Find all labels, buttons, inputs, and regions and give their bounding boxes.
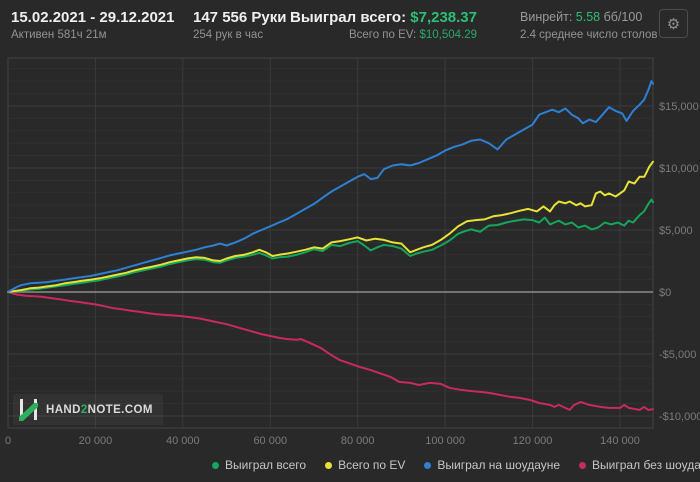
legend-item-выиграл-всего[interactable]: Выиграл всего — [212, 458, 306, 472]
winnings-chart[interactable]: $15,000 $10,000 $5,000 $0 -$5,000 -$10,000 0 20… — [0, 52, 700, 450]
x-axis-label: 40 000 — [166, 435, 200, 447]
y-axis-label: $10,000 — [659, 163, 699, 175]
legend-dot-icon — [424, 461, 432, 469]
avg-tables: 2.4 среднее число столов — [520, 29, 658, 41]
y-axis-label: -$10,000 — [659, 411, 700, 423]
winrate-value: 5.58 — [575, 10, 601, 24]
series-line-всего-по-ev — [7, 160, 654, 293]
x-axis-label: 100 000 — [425, 435, 465, 447]
won-total-label: Выиграл всего: — [290, 9, 407, 26]
hands-total: 147 556 Руки — [193, 9, 287, 26]
legend-item-выиграл-без-шоудауна[interactable]: Выиграл без шоудауна — [579, 458, 700, 472]
winrate-block: Винрейт: 5.58 бб/100 2.4 среднее число с… — [520, 8, 658, 43]
chart-legend: Выиграл всего Всего по EV Выиграл на шоуда… — [212, 456, 700, 474]
legend-dot-icon — [579, 461, 587, 469]
legend-label: Всего по EV — [338, 458, 406, 472]
legend-label: Выиграл без шоудауна — [592, 458, 700, 472]
x-axis-label: 80 000 — [341, 435, 375, 447]
active-time: Активен 581ч 21м — [11, 29, 107, 41]
ev-total-row: Всего по EV: $10,504.29 — [280, 27, 477, 43]
hand2note-logo-icon — [19, 399, 38, 421]
winrate-unit: бб/100 — [603, 10, 643, 24]
plot-border — [7, 57, 654, 429]
session-block: 15.02.2021 - 29.12.2021 Активен 581ч 21м — [11, 8, 174, 43]
series-line-выиграл-на-шоудауне — [7, 80, 654, 293]
legend-item-всего-по-ev[interactable]: Всего по EV — [325, 458, 405, 472]
x-axis-label: 60 000 — [253, 435, 287, 447]
y-axis-label: $0 — [659, 287, 671, 299]
series-line-выиграл-без-шоудауна — [7, 291, 654, 411]
y-axis-label: $5,000 — [659, 225, 693, 237]
winrate-label: Винрейт: — [520, 10, 573, 24]
won-total-row: Выиграл всего: $7,238.37 — [280, 8, 477, 27]
y-axis-label: -$5,000 — [659, 349, 696, 361]
settings-button[interactable]: ⚙ — [659, 9, 688, 38]
hands-block: 147 556 Руки 254 рук в час — [193, 8, 286, 43]
hands-per-hour: 254 рук в час — [193, 29, 264, 41]
stats-header: 15.02.2021 - 29.12.2021 Активен 581ч 21м… — [0, 0, 700, 54]
winnings-block: Выиграл всего: $7,238.37 Всего по EV: $1… — [280, 8, 477, 43]
date-range: 15.02.2021 - 29.12.2021 — [11, 9, 175, 26]
legend-item-выиграл-на-шоудауне[interactable]: Выиграл на шоудауне — [424, 458, 560, 472]
winrate-row: Винрейт: 5.58 бб/100 — [520, 8, 658, 27]
brand-post: NOTE.COM — [87, 403, 153, 416]
x-axis-label: 120 000 — [513, 435, 553, 447]
gear-icon: ⚙ — [666, 15, 681, 33]
x-axis-label: 140 000 — [600, 435, 640, 447]
ev-total-value: $10,504.29 — [419, 29, 477, 41]
ev-total-label: Всего по EV: — [348, 29, 417, 41]
x-axis-label: 20 000 — [79, 435, 113, 447]
brand-num: 2 — [80, 403, 88, 416]
hand2note-brand-text: HAND2NOTE.COM — [46, 404, 153, 416]
y-axis-label: $15,000 — [659, 101, 699, 113]
brand-pre: HAND — [46, 403, 81, 416]
hand2note-watermark: HAND2NOTE.COM — [13, 394, 163, 425]
x-axis-label: 0 — [5, 435, 11, 447]
won-total-value: $7,238.37 — [410, 9, 477, 26]
legend-label: Выиграл всего — [225, 458, 307, 472]
series-line-выиграл-всего — [7, 198, 654, 293]
legend-dot-icon — [325, 461, 333, 469]
legend-label: Выиграл на шоудауне — [437, 458, 561, 472]
legend-dot-icon — [212, 461, 219, 469]
